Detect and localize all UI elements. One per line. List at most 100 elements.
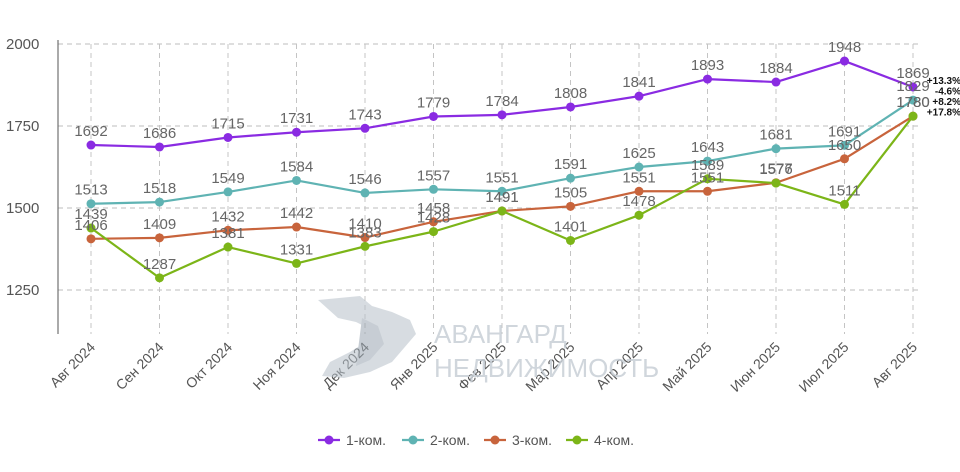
data-point (703, 156, 712, 166)
legend-label: 2-ком. (430, 432, 470, 448)
x-tick-label: Июн 2025 (727, 339, 783, 395)
data-point (360, 123, 370, 133)
data-point (155, 197, 164, 207)
data-label: 1287 (143, 256, 176, 273)
data-point (86, 234, 96, 244)
data-label: 1625 (622, 145, 655, 162)
legend-marker (324, 435, 334, 445)
data-point (908, 95, 918, 105)
series-layer (86, 56, 918, 283)
data-point (771, 178, 781, 188)
x-tick-label: Авг 2024 (47, 339, 99, 391)
data-label: 1518 (143, 180, 176, 197)
data-label: 1505 (554, 184, 587, 201)
data-point (360, 233, 370, 243)
data-label: 1577 (759, 161, 792, 178)
data-point (292, 258, 301, 268)
series-2-kom (86, 95, 918, 209)
data-label: 1513 (74, 182, 107, 199)
y-tick-label: 1500 (6, 200, 39, 217)
legend-marker (408, 435, 418, 445)
data-point (840, 199, 849, 209)
series-1-kom (86, 56, 918, 152)
data-point (223, 242, 233, 252)
data-point (703, 174, 712, 184)
data-point (292, 222, 301, 232)
data-label: 1549 (211, 170, 244, 187)
data-label: 1589 (691, 157, 724, 174)
data-label: 1410 (348, 216, 381, 233)
legend-marker (572, 435, 582, 445)
data-point (155, 233, 164, 243)
data-point (840, 140, 849, 150)
data-point (497, 186, 507, 196)
horse-logo-icon (318, 296, 416, 378)
data-label: 1331 (280, 241, 313, 258)
data-label: 1458 (417, 200, 450, 217)
data-point (634, 186, 644, 196)
change-label: +17.8% (927, 108, 960, 119)
data-point (566, 173, 575, 183)
data-label: 1650 (828, 137, 861, 154)
change-label: +13.3% (927, 76, 960, 87)
change-labels-layer: +13.3%-4.6%+8.2%+17.8% (927, 76, 960, 119)
data-point (292, 127, 301, 137)
data-point (634, 91, 644, 101)
watermark-line2: НЕДВИЖИМОСТЬ (434, 353, 659, 383)
data-label: 1715 (211, 115, 244, 132)
data-point (155, 142, 164, 152)
x-tick-label: Ноя 2024 (250, 339, 304, 393)
data-label: 1409 (143, 216, 176, 233)
data-label: 1478 (622, 193, 655, 210)
data-label: 1546 (348, 171, 381, 188)
data-point (703, 186, 712, 196)
data-point (908, 111, 918, 121)
data-point (703, 74, 712, 84)
data-point (429, 217, 438, 227)
data-label: 1780 (896, 94, 929, 111)
data-point (566, 235, 575, 245)
legend-label: 1-ком. (346, 432, 386, 448)
legend-label: 3-ком. (512, 432, 552, 448)
legend-item[interactable]: 3-ком. (484, 432, 552, 448)
data-point (223, 132, 233, 142)
data-label: 1731 (280, 110, 313, 127)
data-point (223, 225, 233, 235)
data-label: 1743 (348, 106, 381, 123)
data-point (86, 223, 96, 233)
data-label: 1511 (828, 182, 860, 199)
data-point (840, 56, 849, 66)
data-labels-layer: 1692 1686 1715 1731 1743 1779 1784 1808 1841 1893… (74, 39, 929, 273)
data-label: 1406 (74, 217, 107, 234)
data-point (566, 201, 575, 211)
data-label: 1442 (280, 205, 313, 222)
data-point (360, 241, 370, 251)
y-tick-label: 2000 (6, 36, 39, 53)
change-label: +8.2% (932, 97, 960, 108)
data-point (634, 162, 644, 172)
data-point (497, 110, 507, 120)
legend: 1-ком. 2-ком. 3-ком. 4-ком. (318, 432, 634, 448)
data-label: 1557 (417, 167, 450, 184)
data-label: 1884 (759, 60, 792, 77)
data-label: 1381 (211, 225, 244, 242)
y-tick-label: 1250 (6, 282, 39, 299)
data-label: 1591 (554, 156, 587, 173)
data-point (360, 188, 370, 198)
data-label: 1439 (74, 206, 107, 223)
data-label: 1948 (828, 39, 861, 56)
legend-item[interactable]: 4-ком. (566, 432, 634, 448)
data-point (566, 102, 575, 112)
data-label: 1784 (485, 93, 518, 110)
series-4-kom (86, 111, 918, 283)
legend-item[interactable]: 2-ком. (402, 432, 470, 448)
data-label: 1432 (211, 208, 244, 225)
data-label: 1893 (691, 57, 724, 74)
data-point (771, 77, 781, 87)
watermark-line1: АВАНГАРД (434, 319, 567, 349)
data-point (429, 111, 438, 121)
legend-item[interactable]: 1-ком. (318, 432, 386, 448)
data-point (908, 82, 918, 92)
legend-marker (490, 435, 500, 445)
